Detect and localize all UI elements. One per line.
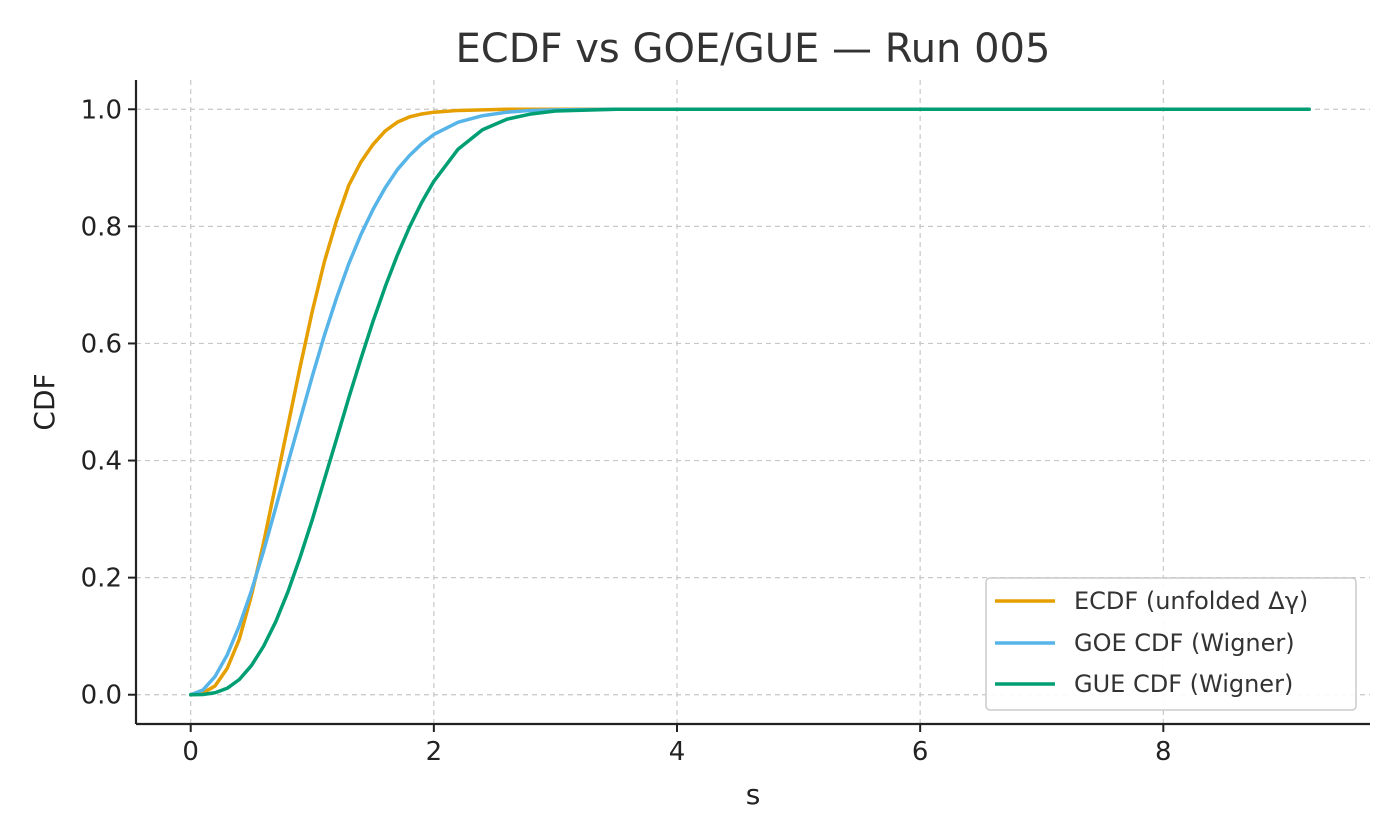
x-axis-label: s <box>746 778 761 811</box>
legend-label-ecdf: ECDF (unfolded Δγ) <box>1074 587 1308 615</box>
axis-ticks: 0 2 4 6 8 0.0 0.2 0.4 0.6 0.8 1.0 <box>81 95 1172 767</box>
chart-title: ECDF vs GOE/GUE — Run 005 <box>456 26 1051 72</box>
x-tick-label: 4 <box>669 737 686 767</box>
x-tick-label: 2 <box>426 737 443 767</box>
legend-label-goe: GOE CDF (Wigner) <box>1074 629 1295 657</box>
y-tick-label: 0.8 <box>81 212 122 242</box>
plot-lines <box>188 107 1311 697</box>
y-axis-label: CDF <box>28 373 61 430</box>
legend-label-gue: GUE CDF (Wigner) <box>1074 670 1293 698</box>
legend: ECDF (unfolded Δγ) GOE CDF (Wigner) GUE … <box>985 577 1357 711</box>
y-tick-label: 0.6 <box>81 329 122 359</box>
y-tick-label: 0.2 <box>81 564 122 594</box>
y-tick-label: 0.0 <box>81 681 122 711</box>
gue-cdf-line <box>188 107 1311 697</box>
y-tick-label: 1.0 <box>81 95 122 125</box>
y-tick-label: 0.4 <box>81 447 122 477</box>
legend-frame <box>985 577 1357 711</box>
x-tick-label: 6 <box>912 737 929 767</box>
x-tick-label: 0 <box>182 737 199 767</box>
x-tick-label: 8 <box>1155 737 1172 767</box>
